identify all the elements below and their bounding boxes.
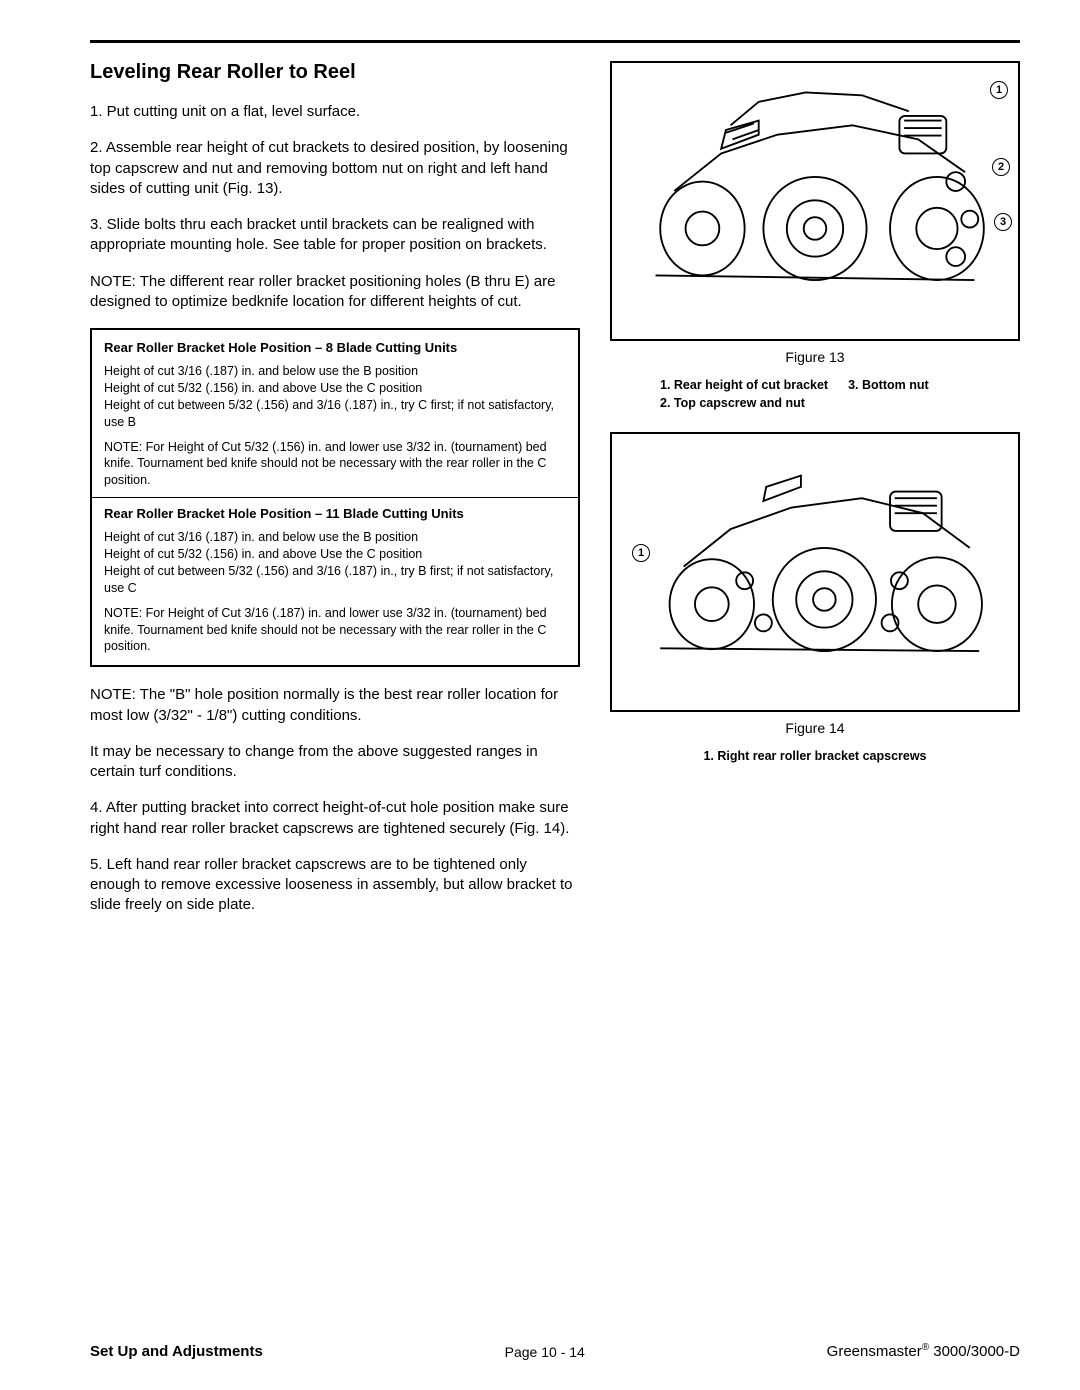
fig13-legend-3: 3. Bottom nut [848, 377, 929, 395]
step-5: 5. Left hand rear roller bracket capscre… [90, 855, 580, 916]
footer-section: Set Up and Adjustments [90, 1343, 263, 1360]
callout-3: 3 [994, 213, 1012, 231]
footer-page: Page 10 - 14 [505, 1344, 585, 1360]
fig13-legend-2: 2. Top capscrew and nut [660, 395, 1020, 413]
box-11blade-a: Height of cut 3/16 (.187) in. and below … [104, 529, 566, 597]
left-column: Leveling Rear Roller to Reel 1. Put cutt… [90, 61, 580, 932]
right-column: 1 2 3 Figure 13 1. Rear height of cut br… [610, 61, 1020, 932]
content-columns: Leveling Rear Roller to Reel 1. Put cutt… [90, 61, 1020, 932]
callout-1-fig14: 1 [632, 544, 650, 562]
para-ranges: It may be necessary to change from the a… [90, 742, 580, 783]
footer-product: Greensmaster® 3000/3000-D [827, 1342, 1020, 1360]
fig14-legend-1: 1. Right rear roller bracket capscrews [703, 749, 926, 763]
bracket-position-box: Rear Roller Bracket Hole Position – 8 Bl… [90, 328, 580, 667]
step-1: 1. Put cutting unit on a flat, level sur… [90, 102, 580, 122]
box-divider [92, 497, 578, 498]
callout-1: 1 [990, 81, 1008, 99]
registered-icon: ® [922, 1342, 929, 1353]
figure-14-box: 1 [610, 432, 1020, 712]
figure-13-caption: Figure 13 [610, 349, 1020, 365]
box-8blade-b: NOTE: For Height of Cut 5/32 (.156) in. … [104, 439, 566, 490]
box-11blade-b: NOTE: For Height of Cut 3/16 (.187) in. … [104, 605, 566, 656]
section-title: Leveling Rear Roller to Reel [90, 61, 580, 84]
figure-13-legend: 1. Rear height of cut bracket 3. Bottom … [610, 377, 1020, 412]
note-holes: NOTE: The different rear roller bracket … [90, 272, 580, 313]
step-3: 3. Slide bolts thru each bracket until b… [90, 215, 580, 256]
figure-13-box: 1 2 3 [610, 61, 1020, 341]
box-8blade-a: Height of cut 3/16 (.187) in. and below … [104, 363, 566, 431]
footer-brand: Greensmaster [827, 1343, 922, 1360]
figure-14-drawing [618, 440, 1012, 693]
footer-model: 3000/3000-D [929, 1343, 1020, 1360]
step-4: 4. After putting bracket into correct he… [90, 798, 580, 839]
box-title-8blade: Rear Roller Bracket Hole Position – 8 Bl… [104, 340, 566, 355]
step-2: 2. Assemble rear height of cut brackets … [90, 138, 580, 199]
box-title-11blade: Rear Roller Bracket Hole Position – 11 B… [104, 506, 566, 521]
top-rule [90, 40, 1020, 43]
fig13-legend-1: 1. Rear height of cut bracket [660, 377, 828, 395]
figure-13-drawing [618, 69, 1012, 322]
note-b-hole: NOTE: The "B" hole position normally is … [90, 685, 580, 726]
figure-14-legend: 1. Right rear roller bracket capscrews [610, 748, 1020, 766]
page-footer: Set Up and Adjustments Page 10 - 14 Gree… [90, 1342, 1020, 1360]
figure-14-caption: Figure 14 [610, 720, 1020, 736]
callout-2: 2 [992, 158, 1010, 176]
